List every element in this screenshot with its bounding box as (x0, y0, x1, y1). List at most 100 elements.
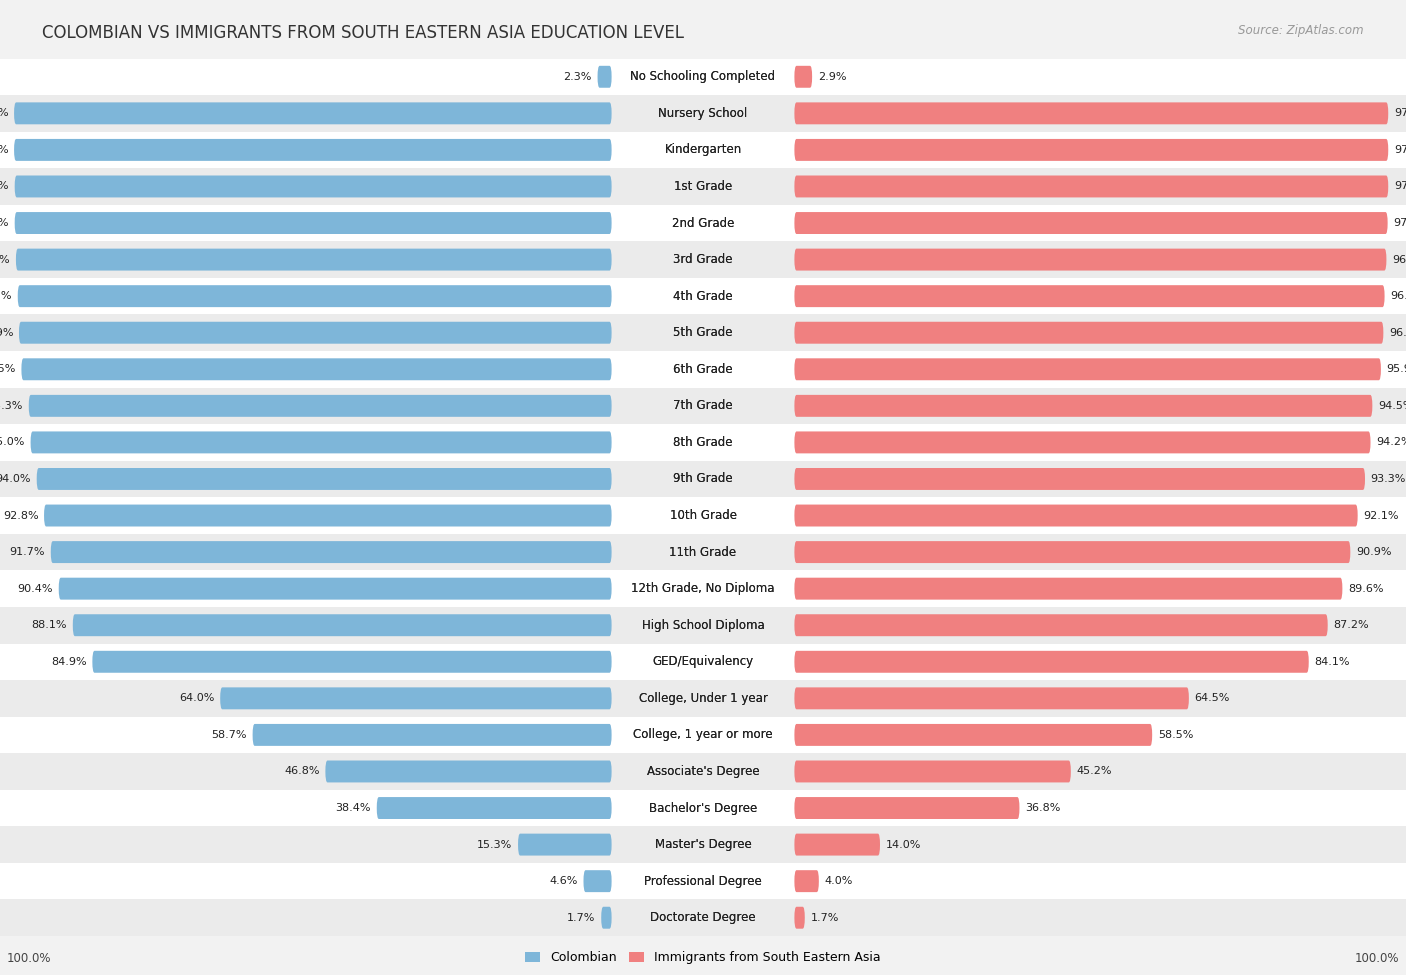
Text: 97.6%: 97.6% (0, 181, 8, 191)
Text: 9th Grade: 9th Grade (673, 473, 733, 486)
Text: 100.0%: 100.0% (1354, 953, 1399, 965)
Text: 95.3%: 95.3% (0, 401, 22, 410)
Bar (0, 58, 1406, 96)
Bar (0, 497, 1406, 534)
FancyBboxPatch shape (794, 285, 1385, 307)
Bar (0, 461, 1406, 497)
Text: 94.5%: 94.5% (1378, 401, 1406, 410)
FancyBboxPatch shape (14, 138, 612, 161)
Text: 95.9%: 95.9% (1386, 365, 1406, 374)
FancyBboxPatch shape (794, 395, 1372, 417)
Bar (0, 96, 1406, 132)
FancyBboxPatch shape (794, 723, 1152, 746)
FancyBboxPatch shape (14, 213, 612, 234)
Text: Nursery School: Nursery School (658, 107, 748, 120)
Text: 96.3%: 96.3% (1389, 328, 1406, 337)
Text: 10th Grade: 10th Grade (669, 509, 737, 522)
FancyBboxPatch shape (598, 66, 612, 88)
FancyBboxPatch shape (73, 614, 612, 637)
FancyBboxPatch shape (794, 651, 1309, 673)
Text: 1st Grade: 1st Grade (673, 180, 733, 193)
Text: 95.0%: 95.0% (0, 438, 25, 448)
Text: 91.7%: 91.7% (10, 547, 45, 557)
Text: GED/Equivalency: GED/Equivalency (652, 655, 754, 668)
Text: 1.7%: 1.7% (567, 913, 596, 922)
Text: 4.0%: 4.0% (824, 877, 853, 886)
FancyBboxPatch shape (51, 541, 612, 564)
Text: 8th Grade: 8th Grade (673, 436, 733, 448)
FancyBboxPatch shape (794, 176, 1388, 197)
FancyBboxPatch shape (18, 322, 612, 344)
Text: 38.4%: 38.4% (336, 803, 371, 813)
Text: 97.0%: 97.0% (1393, 218, 1406, 228)
Text: 94.2%: 94.2% (1376, 438, 1406, 448)
Text: 36.8%: 36.8% (1025, 803, 1060, 813)
Text: 5th Grade: 5th Grade (673, 327, 733, 339)
Text: 97.1%: 97.1% (1393, 181, 1406, 191)
FancyBboxPatch shape (14, 102, 612, 124)
Text: 2.9%: 2.9% (818, 72, 846, 82)
Text: 92.8%: 92.8% (3, 511, 38, 521)
Text: 10th Grade: 10th Grade (669, 509, 737, 522)
Text: 45.2%: 45.2% (1077, 766, 1112, 776)
Text: 4th Grade: 4th Grade (673, 290, 733, 302)
Bar (0, 534, 1406, 570)
FancyBboxPatch shape (37, 468, 612, 489)
Text: Bachelor's Degree: Bachelor's Degree (650, 801, 756, 814)
Text: 96.5%: 96.5% (0, 365, 15, 374)
Bar (0, 132, 1406, 168)
FancyBboxPatch shape (21, 359, 612, 380)
Text: 46.8%: 46.8% (284, 766, 319, 776)
Text: 92.1%: 92.1% (1364, 511, 1399, 521)
Text: Doctorate Degree: Doctorate Degree (650, 912, 756, 924)
Bar (0, 827, 1406, 863)
Text: 6th Grade: 6th Grade (673, 363, 733, 375)
Text: Associate's Degree: Associate's Degree (647, 765, 759, 778)
Text: Kindergarten: Kindergarten (665, 143, 741, 156)
Text: 8th Grade: 8th Grade (673, 436, 733, 448)
FancyBboxPatch shape (794, 213, 1388, 234)
Text: 5th Grade: 5th Grade (673, 327, 733, 339)
FancyBboxPatch shape (794, 468, 1365, 489)
Text: 7th Grade: 7th Grade (673, 400, 733, 412)
Text: 64.0%: 64.0% (179, 693, 215, 703)
Text: Kindergarten: Kindergarten (665, 143, 741, 156)
Text: College, Under 1 year: College, Under 1 year (638, 692, 768, 705)
FancyBboxPatch shape (794, 577, 1343, 600)
Bar (0, 205, 1406, 242)
FancyBboxPatch shape (221, 687, 612, 710)
FancyBboxPatch shape (377, 798, 612, 819)
Text: 84.9%: 84.9% (51, 657, 87, 667)
Text: 97.1%: 97.1% (1393, 145, 1406, 155)
Text: Bachelor's Degree: Bachelor's Degree (650, 801, 756, 814)
Text: 97.1%: 97.1% (0, 292, 13, 301)
Text: 4.6%: 4.6% (550, 877, 578, 886)
Text: 90.4%: 90.4% (18, 584, 53, 594)
Text: 93.3%: 93.3% (1371, 474, 1406, 484)
Bar (0, 168, 1406, 205)
Text: 97.4%: 97.4% (0, 254, 10, 264)
Text: College, Under 1 year: College, Under 1 year (638, 692, 768, 705)
Text: 96.8%: 96.8% (1392, 254, 1406, 264)
Text: 84.1%: 84.1% (1315, 657, 1350, 667)
FancyBboxPatch shape (18, 285, 612, 307)
Text: 3rd Grade: 3rd Grade (673, 254, 733, 266)
FancyBboxPatch shape (794, 907, 804, 928)
FancyBboxPatch shape (31, 431, 612, 453)
Text: 11th Grade: 11th Grade (669, 546, 737, 559)
Bar (0, 242, 1406, 278)
Text: 58.7%: 58.7% (211, 730, 247, 740)
FancyBboxPatch shape (794, 687, 1189, 710)
Text: 100.0%: 100.0% (7, 953, 52, 965)
FancyBboxPatch shape (794, 541, 1350, 564)
Bar (0, 424, 1406, 461)
FancyBboxPatch shape (517, 834, 612, 856)
Text: 64.5%: 64.5% (1195, 693, 1230, 703)
Text: 97.6%: 97.6% (0, 218, 8, 228)
Text: GED/Equivalency: GED/Equivalency (652, 655, 754, 668)
FancyBboxPatch shape (253, 723, 612, 746)
Bar (0, 570, 1406, 606)
Text: High School Diploma: High School Diploma (641, 619, 765, 632)
Text: College, 1 year or more: College, 1 year or more (633, 728, 773, 741)
Text: 97.7%: 97.7% (0, 108, 8, 118)
